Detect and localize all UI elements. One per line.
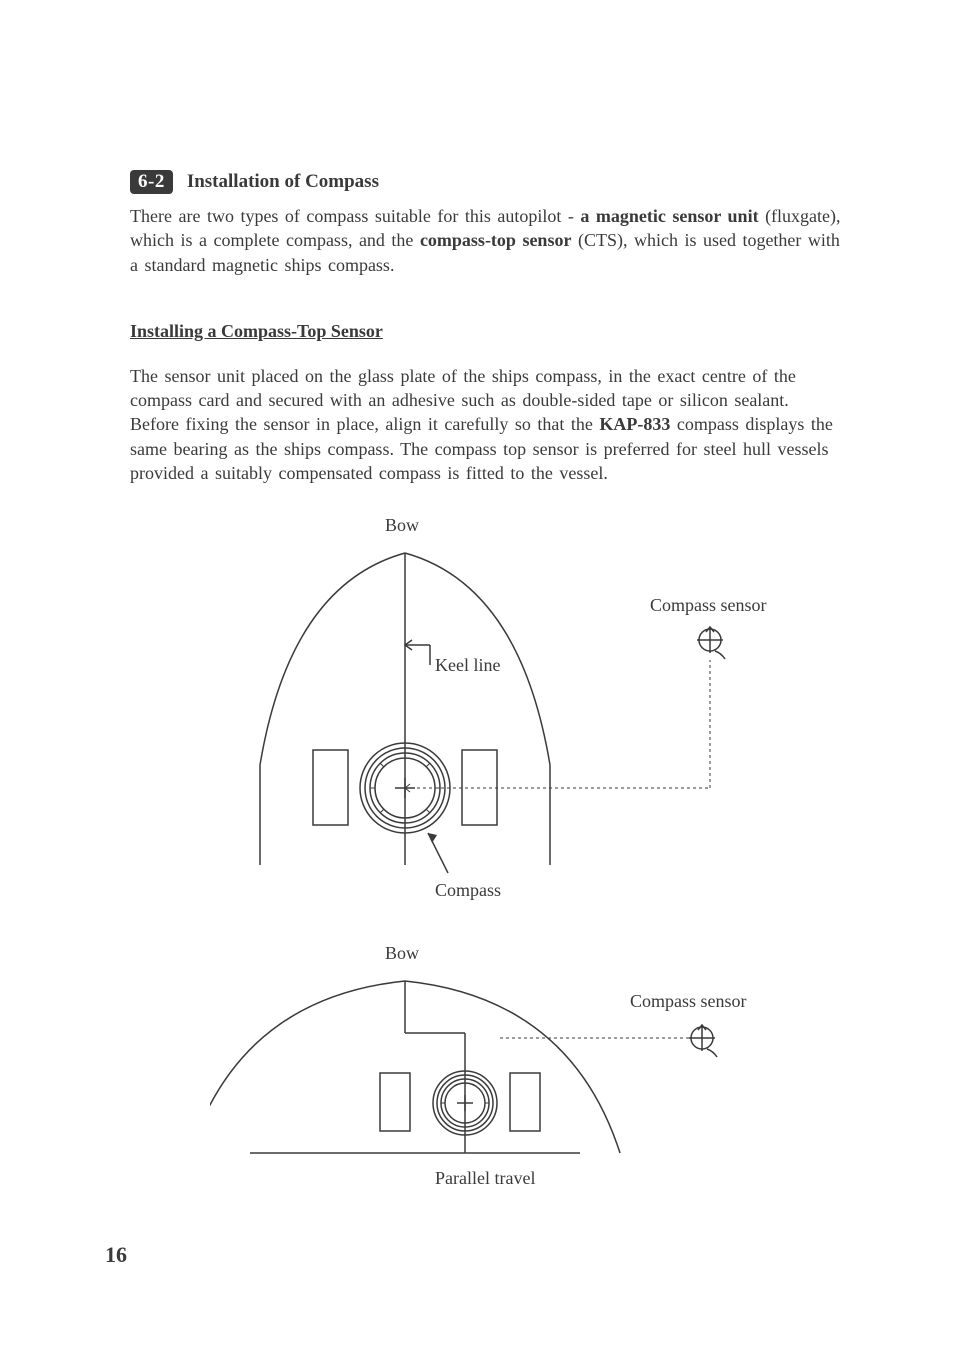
fig2-bow-label: Bow	[385, 943, 419, 964]
subheading: Installing a Compass-Top Sensor	[130, 321, 844, 342]
intro-paragraph: There are two types of compass suitable …	[130, 204, 844, 277]
fig1-keel-label: Keel line	[435, 655, 500, 676]
intro-b2: compass-top sensor	[420, 230, 572, 250]
page-number: 16	[105, 1242, 127, 1268]
figure-1: Bow Keel line Compass sensor Compass	[210, 515, 910, 925]
intro-t1: There are two types of compass suitable …	[130, 206, 580, 226]
figure-2: Bow Compass sensor Parallel travel	[210, 943, 910, 1203]
section-title: Installation of Compass	[187, 171, 379, 192]
section-badge: 6-2	[130, 170, 173, 194]
section-heading: 6-2 Installation of Compass	[130, 170, 844, 194]
para2-b1: KAP-833	[599, 414, 670, 434]
fig1-bow-label: Bow	[385, 515, 419, 536]
fig2-parallel-label: Parallel travel	[435, 1168, 535, 1189]
fig2-svg	[210, 943, 910, 1203]
fig1-compass-label: Compass	[435, 880, 501, 901]
fig1-compass-sensor-label: Compass sensor	[650, 595, 767, 616]
body-paragraph: The sensor unit placed on the glass plat…	[130, 364, 844, 485]
fig1-svg	[210, 515, 910, 925]
fig2-compass-sensor-label: Compass sensor	[630, 991, 747, 1012]
intro-b1: a magnetic sensor unit	[580, 206, 758, 226]
